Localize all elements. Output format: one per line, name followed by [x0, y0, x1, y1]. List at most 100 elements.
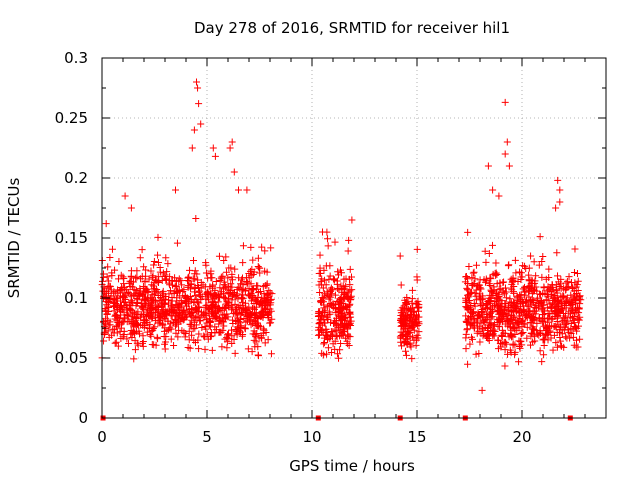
data-point	[333, 350, 341, 358]
data-point	[341, 328, 349, 336]
data-point	[167, 301, 175, 309]
data-point	[510, 298, 518, 306]
data-point	[147, 332, 155, 340]
data-point	[322, 262, 330, 270]
data-point	[330, 300, 338, 308]
data-point	[261, 339, 269, 347]
data-point	[556, 323, 564, 331]
data-point	[260, 326, 268, 334]
data-point	[236, 316, 244, 324]
data-point	[222, 294, 230, 302]
data-point	[222, 315, 230, 323]
data-point	[172, 329, 180, 337]
data-point	[108, 331, 116, 339]
data-point	[159, 269, 167, 277]
data-point	[222, 253, 230, 261]
data-point	[318, 327, 326, 335]
data-point	[501, 329, 509, 337]
data-point	[471, 324, 479, 332]
data-point	[523, 302, 531, 310]
data-point	[469, 269, 477, 277]
data-point	[464, 306, 472, 314]
y-tick-label: 0.1	[64, 289, 88, 307]
data-point	[251, 331, 259, 339]
data-point	[239, 309, 247, 317]
data-point	[346, 281, 354, 289]
data-point	[116, 328, 124, 336]
data-point	[99, 273, 107, 281]
data-point	[237, 280, 245, 288]
data-point	[348, 286, 356, 294]
data-point	[123, 318, 131, 326]
data-point	[172, 186, 179, 194]
data-point	[510, 314, 518, 322]
data-point	[104, 316, 112, 324]
data-point	[128, 297, 136, 305]
data-point	[228, 332, 236, 340]
data-point	[187, 285, 195, 293]
data-point	[204, 290, 212, 298]
data-point	[558, 317, 566, 325]
data-point	[404, 335, 412, 343]
data-point	[227, 264, 235, 272]
data-point	[231, 349, 239, 357]
data-point	[406, 305, 414, 313]
data-point	[190, 336, 198, 344]
data-point	[501, 290, 509, 298]
data-point	[223, 268, 231, 276]
data-point	[324, 242, 332, 250]
data-point	[522, 312, 530, 320]
data-point	[247, 280, 255, 288]
data-point	[140, 289, 148, 297]
data-point	[397, 281, 405, 289]
data-point	[235, 186, 242, 194]
grid	[102, 58, 606, 418]
data-point	[171, 316, 179, 324]
data-point	[481, 247, 489, 255]
data-point	[252, 310, 260, 318]
data-point	[489, 241, 497, 249]
data-point	[264, 310, 272, 318]
data-point	[256, 311, 264, 319]
data-point	[524, 308, 532, 316]
data-point	[336, 316, 344, 324]
data-point	[215, 329, 223, 337]
data-point	[490, 302, 498, 310]
data-point	[205, 321, 213, 329]
data-point	[487, 297, 495, 305]
data-point	[154, 288, 162, 296]
data-point	[505, 162, 513, 170]
data-point	[331, 345, 339, 353]
data-point	[212, 292, 220, 300]
data-point	[501, 305, 509, 313]
data-point	[117, 311, 125, 319]
data-point	[228, 283, 236, 291]
data-point	[261, 247, 269, 255]
data-point	[483, 304, 491, 312]
data-point	[141, 300, 149, 308]
data-point	[130, 355, 138, 363]
data-point	[188, 144, 196, 152]
data-point	[499, 288, 507, 296]
data-point	[162, 275, 170, 283]
data-point	[491, 327, 499, 335]
data-point	[477, 309, 485, 317]
data-point	[326, 272, 334, 280]
data-point	[127, 330, 135, 338]
data-point	[569, 306, 577, 314]
data-point	[326, 308, 334, 316]
data-point	[500, 338, 508, 346]
data-point	[228, 270, 236, 278]
data-point	[246, 292, 254, 300]
data-point	[497, 285, 505, 293]
data-point	[173, 239, 181, 247]
data-point	[161, 340, 169, 348]
data-point	[517, 291, 525, 299]
data-point	[196, 292, 204, 300]
data-point	[510, 289, 518, 297]
data-point	[495, 304, 503, 312]
x-axis-label: GPS time / hours	[289, 457, 415, 475]
y-tick-label: 0	[78, 409, 88, 427]
data-point	[243, 186, 251, 194]
data-point	[343, 304, 351, 312]
